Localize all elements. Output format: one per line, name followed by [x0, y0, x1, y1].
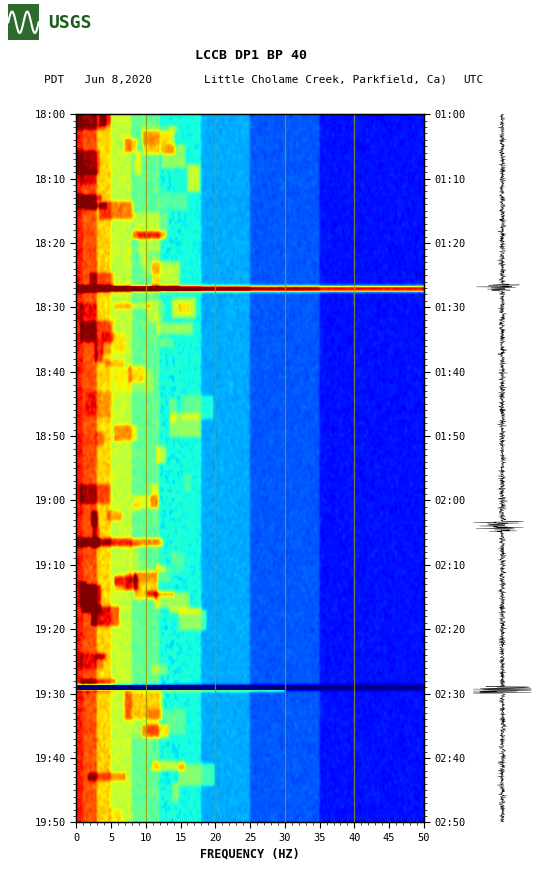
Text: USGS: USGS — [49, 13, 92, 32]
Text: Little Cholame Creek, Parkfield, Ca): Little Cholame Creek, Parkfield, Ca) — [204, 75, 447, 85]
Text: UTC: UTC — [464, 75, 484, 85]
X-axis label: FREQUENCY (HZ): FREQUENCY (HZ) — [200, 847, 300, 860]
Text: PDT   Jun 8,2020: PDT Jun 8,2020 — [44, 75, 152, 85]
Text: LCCB DP1 BP 40: LCCB DP1 BP 40 — [195, 49, 307, 62]
